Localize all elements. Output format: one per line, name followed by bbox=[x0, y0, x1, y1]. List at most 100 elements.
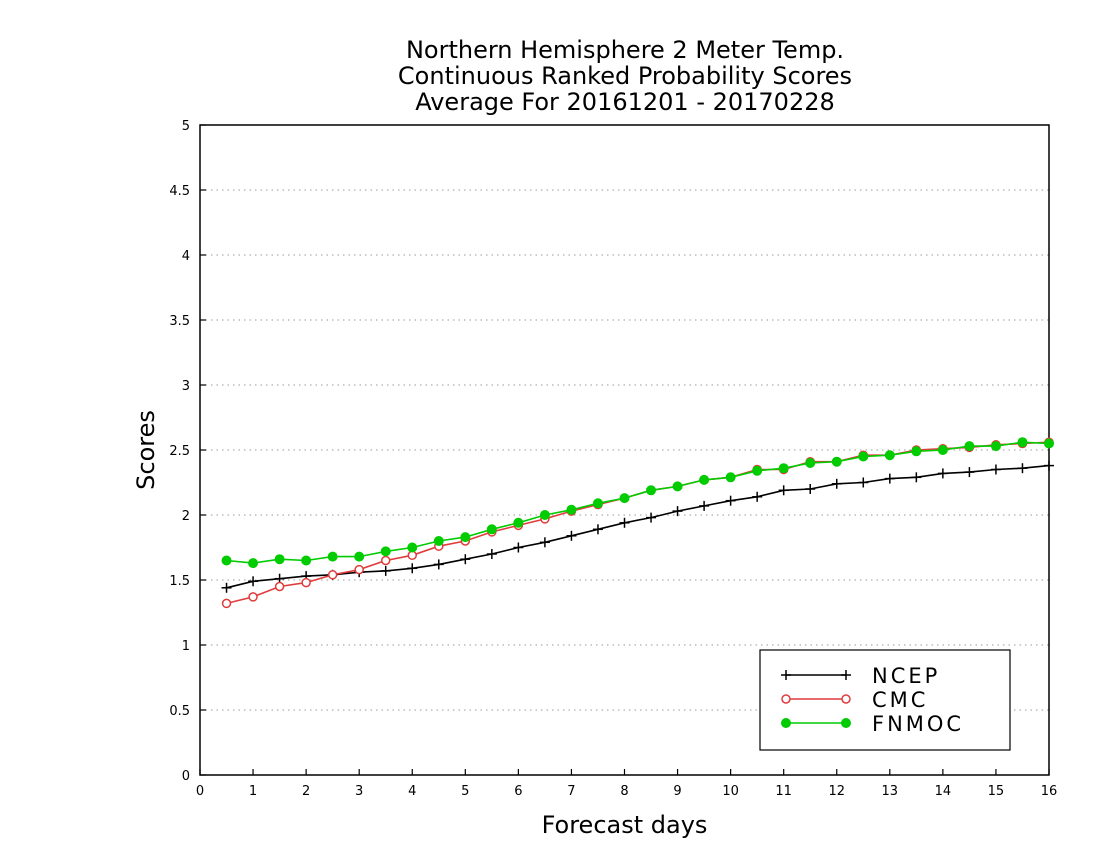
y-tick-label: 3 bbox=[182, 379, 190, 394]
data-point-fnmoc bbox=[486, 524, 497, 535]
series-line-ncep bbox=[226, 464, 1050, 589]
x-tick-label: 15 bbox=[988, 784, 1005, 799]
data-point-cmc bbox=[380, 555, 391, 566]
x-tick-label: 7 bbox=[567, 784, 575, 799]
y-tick-label: 0.5 bbox=[169, 704, 190, 719]
data-point-ncep bbox=[911, 472, 922, 483]
data-point-ncep bbox=[1044, 460, 1054, 471]
data-point-fnmoc bbox=[911, 446, 922, 457]
data-point-fnmoc bbox=[1044, 438, 1054, 449]
axis-ticks bbox=[199, 124, 1050, 776]
data-point-fnmoc bbox=[301, 555, 312, 566]
legend-box bbox=[759, 649, 1011, 751]
data-point-ncep bbox=[672, 506, 683, 517]
data-point-fnmoc bbox=[672, 481, 683, 492]
data-point-cmc bbox=[248, 592, 258, 602]
x-tick-label: 10 bbox=[722, 784, 739, 799]
data-point-ncep bbox=[964, 467, 975, 478]
x-tick-label: 3 bbox=[355, 784, 363, 799]
data-point-ncep bbox=[592, 524, 603, 535]
data-point-fnmoc bbox=[274, 554, 285, 565]
legend-marker-cmc bbox=[841, 694, 851, 704]
data-point-fnmoc bbox=[433, 536, 444, 546]
legend-label-fnmoc: FNMOC bbox=[872, 712, 964, 736]
y-axis-label: Scores bbox=[132, 410, 160, 490]
legend-marker-ncep bbox=[781, 670, 791, 680]
data-point-fnmoc bbox=[513, 517, 524, 528]
y-tick-label: 5 bbox=[182, 119, 190, 134]
data-point-fnmoc bbox=[460, 532, 471, 543]
y-tick-label: 2 bbox=[182, 509, 190, 524]
data-point-fnmoc bbox=[964, 441, 975, 452]
legend-label-cmc: CMC bbox=[872, 688, 928, 712]
data-point-ncep bbox=[1017, 463, 1028, 474]
x-tick-label: 4 bbox=[408, 784, 416, 799]
data-point-ncep bbox=[831, 478, 842, 489]
x-tick-label: 6 bbox=[514, 784, 522, 799]
data-point-ncep bbox=[566, 530, 577, 541]
x-tick-label: 14 bbox=[935, 784, 952, 799]
data-point-ncep bbox=[486, 549, 497, 559]
x-tick-label: 11 bbox=[775, 784, 792, 799]
y-tick-label: 4 bbox=[182, 249, 190, 264]
data-point-ncep bbox=[752, 491, 763, 502]
data-point-fnmoc bbox=[407, 542, 418, 553]
data-point-ncep bbox=[539, 537, 550, 548]
data-point-fnmoc bbox=[778, 463, 789, 474]
x-tick-label: 8 bbox=[620, 784, 628, 799]
data-point-fnmoc bbox=[327, 551, 338, 562]
title-line: Northern Hemisphere 2 Meter Temp. bbox=[406, 36, 844, 64]
data-point-fnmoc bbox=[248, 558, 259, 569]
x-axis-tick-labels: 0 1 2 3 4 5 6 7 8 9 10 11 12 13 14 15 16 bbox=[196, 784, 1057, 799]
legend-marker-fnmoc bbox=[841, 718, 851, 728]
data-point-fnmoc bbox=[990, 441, 1001, 452]
x-tick-label: 5 bbox=[461, 784, 469, 799]
data-point-fnmoc bbox=[1017, 437, 1028, 448]
data-point-fnmoc bbox=[884, 450, 895, 461]
x-tick-label: 1 bbox=[249, 784, 257, 799]
data-point-fnmoc bbox=[566, 504, 577, 515]
x-tick-label: 12 bbox=[828, 784, 845, 799]
legend-marker-fnmoc bbox=[781, 718, 791, 728]
data-point-ncep bbox=[460, 554, 471, 565]
y-tick-label: 3.5 bbox=[169, 314, 190, 329]
data-point-ncep bbox=[646, 512, 657, 523]
data-point-fnmoc bbox=[646, 485, 657, 496]
data-point-ncep bbox=[858, 477, 869, 488]
data-point-fnmoc bbox=[858, 451, 869, 462]
data-point-fnmoc bbox=[725, 472, 736, 483]
data-point-ncep bbox=[884, 473, 895, 484]
data-point-ncep bbox=[778, 485, 789, 496]
title-line: Average For 20161201 - 20170228 bbox=[415, 88, 835, 116]
data-point-ncep bbox=[937, 468, 948, 479]
data-point-ncep bbox=[221, 582, 232, 593]
data-point-ncep bbox=[380, 565, 391, 576]
x-tick-label: 9 bbox=[673, 784, 681, 799]
data-point-cmc bbox=[301, 577, 311, 588]
data-point-cmc bbox=[274, 581, 285, 592]
x-tick-label: 16 bbox=[1041, 784, 1058, 799]
legend-marker-cmc bbox=[781, 694, 791, 704]
data-point-fnmoc bbox=[354, 551, 365, 562]
data-point-ncep bbox=[619, 517, 630, 528]
y-axis-tick-labels: 0 0.5 1 1.5 2 2.5 3 3.5 4 4.5 5 bbox=[169, 119, 190, 784]
data-point-fnmoc bbox=[699, 474, 710, 485]
data-point-ncep bbox=[407, 563, 418, 574]
series-fnmoc bbox=[221, 437, 1054, 569]
series-line-fnmoc bbox=[226, 441, 1050, 564]
data-point-ncep bbox=[990, 464, 1001, 475]
data-point-fnmoc bbox=[380, 546, 391, 557]
data-point-fnmoc bbox=[937, 445, 948, 455]
data-point-ncep bbox=[805, 484, 816, 494]
data-point-fnmoc bbox=[831, 456, 842, 467]
y-tick-label: 4.5 bbox=[169, 184, 190, 199]
data-point-cmc bbox=[327, 570, 338, 580]
series-line-cmc bbox=[226, 441, 1050, 605]
title-line: Continuous Ranked Probability Scores bbox=[398, 62, 852, 90]
legend-marker-ncep bbox=[841, 670, 851, 680]
x-axis-label: Forecast days bbox=[542, 811, 708, 839]
series-ncep bbox=[221, 460, 1054, 593]
y-tick-label: 0 bbox=[182, 769, 190, 784]
